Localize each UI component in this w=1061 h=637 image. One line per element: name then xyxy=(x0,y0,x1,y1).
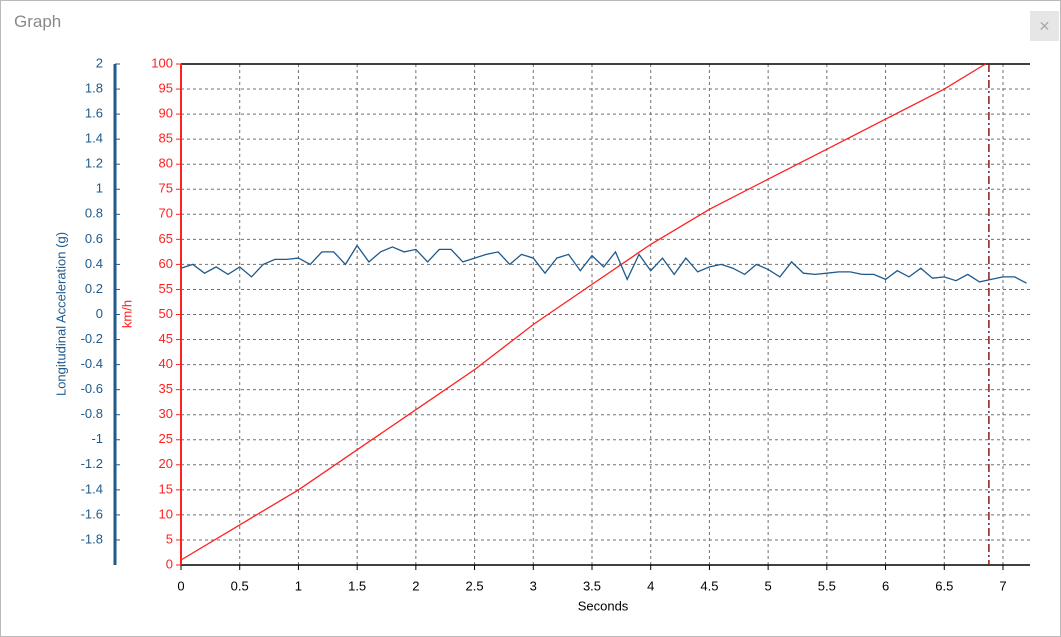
y-tick-label: 75 xyxy=(159,181,173,196)
y2-tick-label: 0.6 xyxy=(85,231,103,246)
y-tick-label: 60 xyxy=(159,256,173,271)
y-tick-label: 40 xyxy=(159,356,173,371)
close-button[interactable]: ✕ xyxy=(1030,11,1059,41)
y2-axis-label: Longitudinal Acceleration (g) xyxy=(53,232,68,396)
y-tick-label: 65 xyxy=(159,231,173,246)
x-tick-label: 6 xyxy=(882,578,889,593)
x-tick-label: 0 xyxy=(177,578,184,593)
y2-tick-label: 0.8 xyxy=(85,206,103,221)
y2-tick-label: -0.4 xyxy=(81,356,103,371)
x-tick-label: 1 xyxy=(295,578,302,593)
y2-tick-label: 1.8 xyxy=(85,80,103,95)
y-tick-label: 20 xyxy=(159,456,173,471)
x-tick-label: 5.5 xyxy=(818,578,836,593)
y-tick-label: 15 xyxy=(159,481,173,496)
y2-tick-label: 0 xyxy=(96,306,103,321)
x-tick-label: 0.5 xyxy=(231,578,249,593)
x-tick-label: 5 xyxy=(765,578,772,593)
x-tick-label: 4.5 xyxy=(700,578,718,593)
y-tick-label: 0 xyxy=(166,556,173,571)
y2-tick-label: -1.8 xyxy=(81,531,103,546)
x-tick-label: 1.5 xyxy=(348,578,366,593)
x-tick-label: 3.5 xyxy=(583,578,601,593)
y2-tick-label: 1.6 xyxy=(85,106,103,121)
y-tick-label: 80 xyxy=(159,156,173,171)
y-tick-label: 50 xyxy=(159,306,173,321)
y2-tick-label: -1.4 xyxy=(81,481,103,496)
x-tick-label: 7 xyxy=(999,578,1006,593)
y-tick-label: 70 xyxy=(159,206,173,221)
x-tick-label: 2 xyxy=(412,578,419,593)
y-tick-label: 35 xyxy=(159,381,173,396)
y2-tick-label: -1.6 xyxy=(81,506,103,521)
x-tick-label: 3 xyxy=(530,578,537,593)
y-tick-label: 10 xyxy=(159,506,173,521)
y-tick-label: 30 xyxy=(159,406,173,421)
y-tick-label: 85 xyxy=(159,131,173,146)
y-tick-label: 25 xyxy=(159,431,173,446)
y2-tick-label: 2 xyxy=(96,55,103,70)
y-tick-label: 45 xyxy=(159,331,173,346)
x-tick-label: 6.5 xyxy=(935,578,953,593)
y2-tick-label: -0.8 xyxy=(81,406,103,421)
y-tick-label: 95 xyxy=(159,80,173,95)
y-axis-label: km/h xyxy=(119,300,134,328)
data-line xyxy=(180,63,986,561)
y2-tick-label: -1 xyxy=(91,431,103,446)
y2-tick-label: 0.2 xyxy=(85,281,103,296)
y-tick-label: 55 xyxy=(159,281,173,296)
data-line xyxy=(180,244,1027,284)
y2-tick-label: -0.2 xyxy=(81,331,103,346)
y2-tick-label: 1.2 xyxy=(85,156,103,171)
y2-tick-label: 1 xyxy=(96,181,103,196)
x-tick-label: 4 xyxy=(647,578,654,593)
window-title: Graph xyxy=(14,12,62,31)
y2-tick-label: -1.2 xyxy=(81,456,103,471)
y-tick-label: 100 xyxy=(151,55,173,70)
y2-tick-label: 0.4 xyxy=(85,256,103,271)
y2-tick-label: -0.6 xyxy=(81,381,103,396)
y2-tick-label: 1.4 xyxy=(85,131,103,146)
y-tick-label: 5 xyxy=(166,531,173,546)
x-tick-label: 2.5 xyxy=(466,578,484,593)
y-tick-label: 90 xyxy=(159,106,173,121)
x-axis-label: Seconds xyxy=(578,598,629,613)
